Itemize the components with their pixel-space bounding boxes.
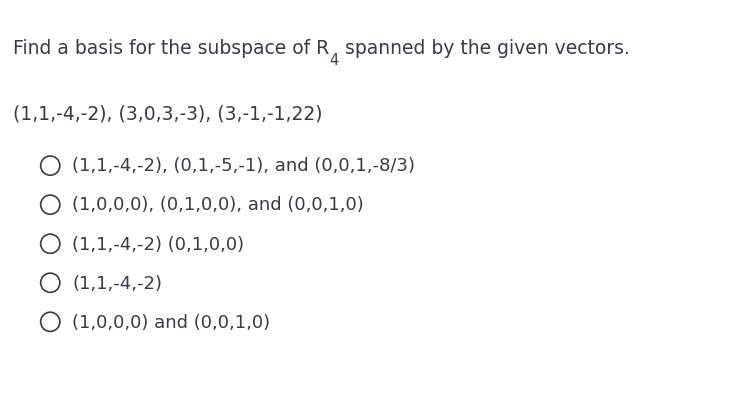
- Text: (1,0,0,0), (0,1,0,0), and (0,0,1,0): (1,0,0,0), (0,1,0,0), and (0,0,1,0): [72, 196, 364, 215]
- Text: spanned by the given vectors.: spanned by the given vectors.: [338, 39, 630, 58]
- Text: (1,1,-4,-2): (1,1,-4,-2): [72, 275, 163, 293]
- Text: (1,1,-4,-2), (0,1,-5,-1), and (0,0,1,-8/3): (1,1,-4,-2), (0,1,-5,-1), and (0,0,1,-8/…: [72, 157, 415, 175]
- Text: Find a basis for the subspace of R: Find a basis for the subspace of R: [13, 39, 330, 58]
- Text: (1,0,0,0) and (0,0,1,0): (1,0,0,0) and (0,0,1,0): [72, 314, 270, 332]
- Text: 4: 4: [330, 53, 338, 68]
- Text: (1,1,-4,-2), (3,0,3,-3), (3,-1,-1,22): (1,1,-4,-2), (3,0,3,-3), (3,-1,-1,22): [13, 105, 323, 124]
- Text: (1,1,-4,-2) (0,1,0,0): (1,1,-4,-2) (0,1,0,0): [72, 236, 245, 254]
